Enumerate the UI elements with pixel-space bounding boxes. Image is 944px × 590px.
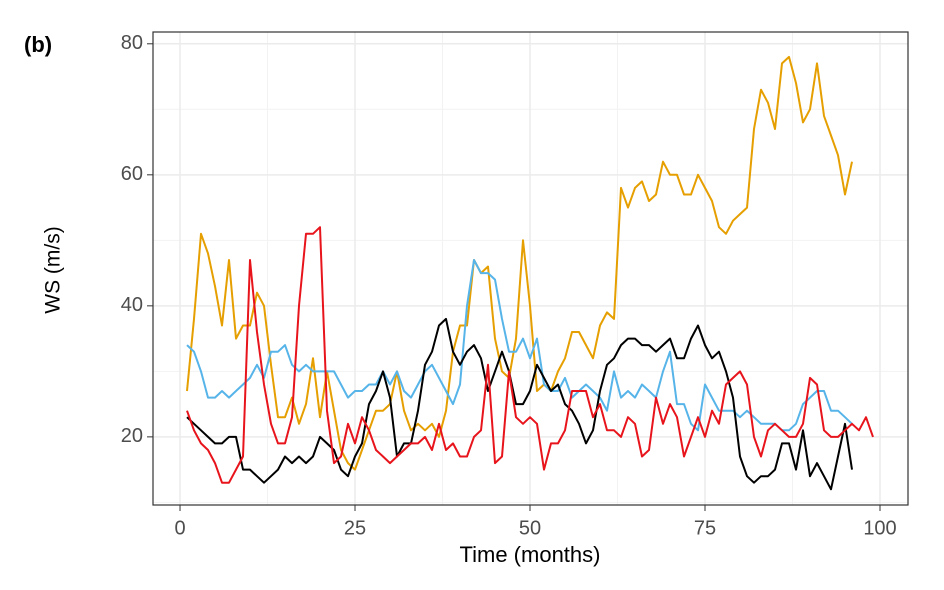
x-tick-label: 50 (519, 517, 541, 539)
y-tick-label: 40 (121, 294, 143, 316)
x-tick-label: 25 (344, 517, 366, 539)
panel-label: (b) (24, 32, 52, 57)
x-tick-label: 100 (863, 517, 896, 539)
y-tick-label: 20 (121, 425, 143, 447)
data-line (186, 226, 874, 484)
x-tick-label: 75 (694, 517, 716, 539)
data-line (186, 317, 853, 491)
data-line (186, 259, 853, 432)
y-axis-title: WS (m/s) (42, 226, 65, 313)
data-line (186, 55, 853, 471)
y-tick-label: 80 (121, 32, 143, 54)
x-tick-label: 0 (174, 517, 185, 539)
plot-border (152, 31, 909, 506)
y-tick-label: 60 (121, 163, 143, 185)
x-axis-title: Time (months) (460, 542, 601, 567)
